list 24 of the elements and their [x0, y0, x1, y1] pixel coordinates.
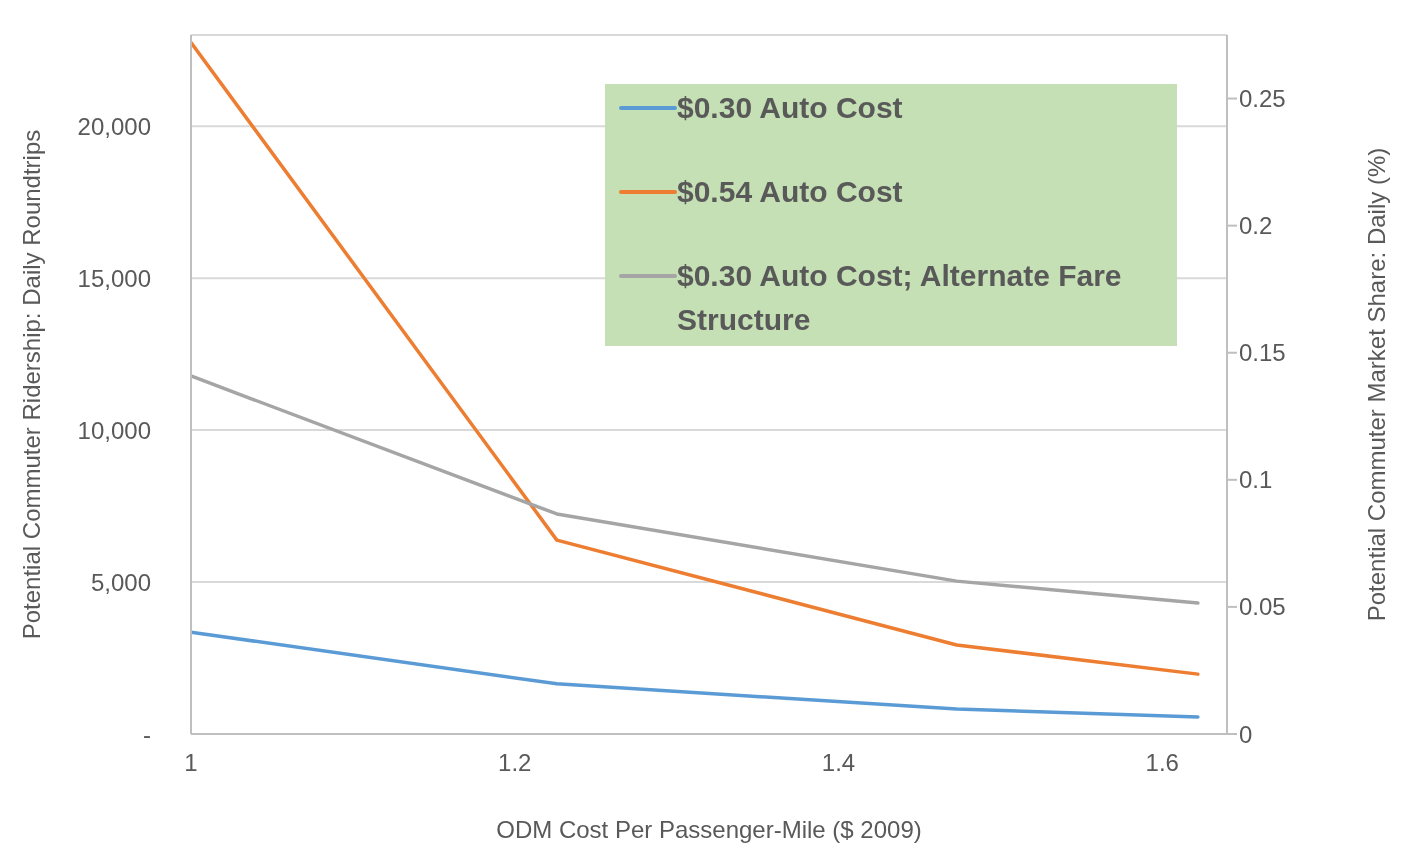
y-tick-label: 5,000 — [90, 568, 151, 596]
y2-tick-label: 0 — [1239, 720, 1253, 748]
y2-axis-title: Potential Commuter Market Share: Daily (%) — [1362, 147, 1390, 622]
x-tick-label: 1.4 — [821, 749, 856, 777]
x-tick-label: 1 — [184, 749, 198, 777]
x-axis-title: ODM Cost Per Passenger-Mile ($ 2009) — [496, 816, 922, 843]
y-tick-label: 10,000 — [77, 416, 151, 444]
legend-label: $0.30 Auto Cost; Alternate Fare Structure — [677, 258, 1123, 338]
legend-label: $0.54 Auto Cost — [677, 174, 903, 210]
line-series — [191, 374, 1200, 605]
x-tick-label: 1.6 — [1145, 749, 1179, 777]
y-tick-label: - — [143, 720, 151, 748]
y-tick-label: 15,000 — [77, 264, 151, 292]
legend-label: $0.30 Auto Cost — [677, 90, 903, 126]
y-tick-label: 20,000 — [77, 112, 151, 140]
y-axis-title: Potential Commuter Ridership: Daily Roundtrips — [17, 129, 45, 640]
x-tick-label: 1.2 — [498, 749, 532, 777]
line-series — [191, 40, 1200, 676]
y2-tick-label: 0.2 — [1239, 212, 1273, 240]
y2-tick-label: 0.15 — [1239, 339, 1286, 367]
y2-tick-label: 0.25 — [1239, 85, 1286, 113]
line-series — [191, 630, 1200, 719]
y2-tick-label: 0.1 — [1239, 466, 1273, 494]
y2-tick-label: 0.05 — [1239, 593, 1286, 621]
